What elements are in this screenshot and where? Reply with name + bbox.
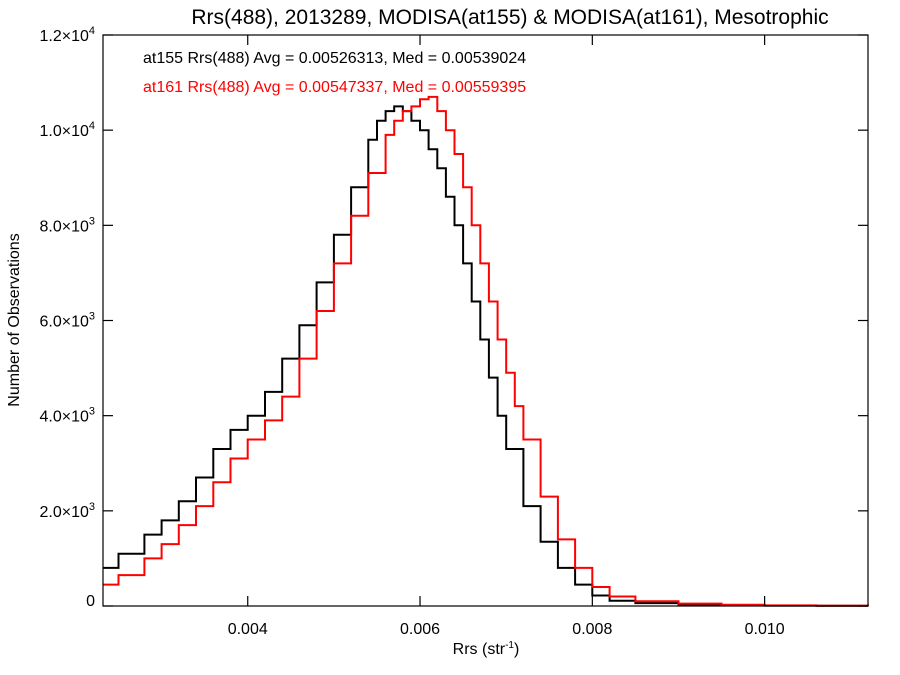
y-tick-label: 8.0×103 xyxy=(39,215,95,235)
x-tick-label: 0.008 xyxy=(572,621,612,638)
x-axis-label: Rrs (str-1) xyxy=(453,640,520,658)
x-tick-label: 0.006 xyxy=(400,621,440,638)
series-at155-line xyxy=(103,105,869,607)
y-tick-label: 6.0×103 xyxy=(39,311,95,331)
y-tick-label: 2.0×103 xyxy=(39,501,95,521)
y-tick-label: 1.0×104 xyxy=(39,120,95,140)
y-tick-label: 4.0×103 xyxy=(39,406,95,426)
x-tick-label: 0.010 xyxy=(745,621,785,638)
x-axis-label-end: ) xyxy=(514,641,519,658)
chart-title: Rrs(488), 2013289, MODISA(at155) & MODIS… xyxy=(191,6,828,29)
y-axis-ticks: 0 2.0×103 4.0×103 6.0×103 8.0×103 1.0×104 1.2×… xyxy=(39,25,868,610)
x-tick-label: 0.004 xyxy=(228,621,268,638)
series-layer xyxy=(103,95,869,607)
y-axis-label: Number of Observations xyxy=(6,233,23,406)
series-at161-line xyxy=(103,95,869,607)
annotation-at155: at155 Rrs(488) Avg = 0.00526313, Med = 0… xyxy=(143,50,526,67)
annotation-at161: at161 Rrs(488) Avg = 0.00547337, Med = 0… xyxy=(143,79,526,96)
x-axis-label-main: Rrs (str xyxy=(453,641,506,658)
x-axis-ticks: 0.004 0.006 0.008 0.010 xyxy=(228,35,785,638)
x-axis-label-sup: -1 xyxy=(505,640,514,651)
y-tick-label: 1.2×104 xyxy=(39,25,95,45)
y-tick-label: 0 xyxy=(86,593,95,610)
